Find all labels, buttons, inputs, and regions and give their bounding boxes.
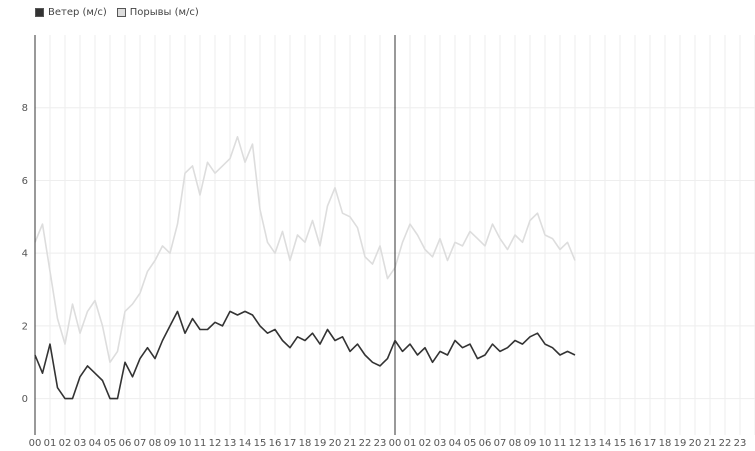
x-tick-label: 15 <box>614 438 627 449</box>
x-tick-label: 10 <box>179 438 192 449</box>
legend-label-gusts: Порывы (м/с) <box>129 6 199 18</box>
y-tick-label: 4 <box>22 249 28 260</box>
x-tick-label: 17 <box>284 438 297 449</box>
x-tick-label: 07 <box>134 438 147 449</box>
x-tick-label: 22 <box>359 438 372 449</box>
x-tick-label: 04 <box>89 438 102 449</box>
x-tick-label: 00 <box>29 438 42 449</box>
x-tick-label: 08 <box>509 438 522 449</box>
legend-swatch-wind <box>35 7 44 17</box>
x-tick-label: 14 <box>599 438 612 449</box>
y-tick-label: 8 <box>22 103 28 114</box>
x-tick-label: 12 <box>209 438 222 449</box>
x-tick-label: 21 <box>344 438 357 449</box>
series-line-wind <box>34 310 576 400</box>
x-tick-label: 18 <box>299 438 312 449</box>
legend-swatch-gusts <box>116 7 126 17</box>
x-tick-label: 08 <box>149 438 162 449</box>
x-tick-label: 06 <box>119 438 132 449</box>
x-tick-label: 19 <box>674 438 687 449</box>
x-tick-label: 23 <box>374 438 387 449</box>
y-tick-label: 2 <box>22 321 28 332</box>
x-tick-label: 13 <box>584 438 597 449</box>
legend-item-gusts[interactable]: Порывы (м/с) <box>116 6 199 18</box>
x-tick-label: 04 <box>449 438 462 449</box>
x-tick-label: 16 <box>629 438 642 449</box>
x-tick-label: 22 <box>719 438 732 449</box>
x-tick-label: 03 <box>74 438 87 449</box>
x-tick-label: 20 <box>329 438 342 449</box>
legend-item-wind[interactable]: Ветер (м/с) <box>35 7 107 18</box>
x-tick-label: 11 <box>554 438 567 449</box>
y-tick-label: 6 <box>22 176 28 187</box>
x-tick-label: 01 <box>44 438 57 449</box>
x-tick-label: 00 <box>389 438 402 449</box>
x-tick-label: 05 <box>104 438 117 449</box>
x-tick-label: 01 <box>404 438 417 449</box>
y-tick-label: 0 <box>22 394 28 405</box>
x-tick-label: 21 <box>704 438 717 449</box>
x-tick-label: 12 <box>569 438 582 449</box>
x-tick-label: 06 <box>479 438 492 449</box>
x-tick-label: 18 <box>659 438 672 449</box>
x-tick-label: 10 <box>539 438 552 449</box>
x-tick-label: 23 <box>734 438 747 449</box>
x-tick-label: 11 <box>194 438 207 449</box>
x-tick-label: 07 <box>494 438 507 449</box>
x-tick-label: 09 <box>164 438 177 449</box>
x-tick-label: 17 <box>644 438 657 449</box>
x-tick-label: 03 <box>434 438 447 449</box>
x-tick-label: 20 <box>689 438 702 449</box>
x-tick-label: 14 <box>239 438 252 449</box>
x-tick-label: 15 <box>254 438 267 449</box>
series-layer <box>34 136 576 400</box>
legend: Ветер (м/с) Порывы (м/с) <box>35 4 209 20</box>
legend-label-wind: Ветер (м/с) <box>48 6 107 18</box>
x-tick-label: 02 <box>59 438 72 449</box>
x-tick-label: 13 <box>224 438 237 449</box>
x-tick-label: 05 <box>464 438 477 449</box>
x-tick-label: 19 <box>314 438 327 449</box>
x-tick-label: 09 <box>524 438 537 449</box>
x-tick-label: 02 <box>419 438 432 449</box>
series-line-gusts <box>34 136 576 364</box>
x-tick-label: 16 <box>269 438 282 449</box>
